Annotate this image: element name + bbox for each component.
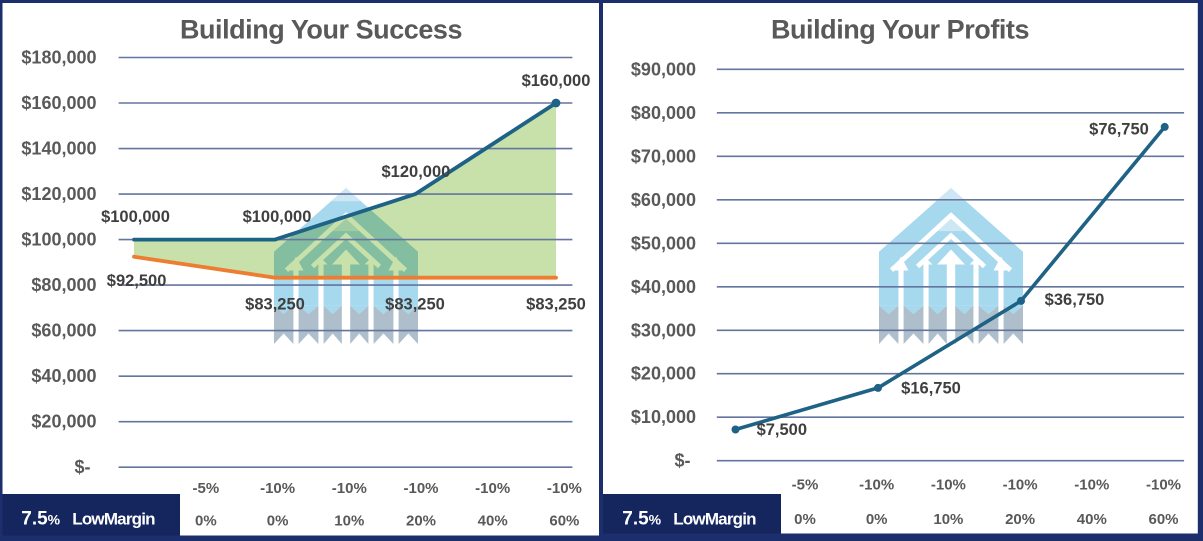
svg-text:$100,000: $100,000 <box>101 208 170 226</box>
svg-text:$20,000: $20,000 <box>31 412 96 432</box>
svg-text:0%: 0% <box>794 511 816 528</box>
svg-text:-5%: -5% <box>792 476 819 493</box>
svg-text:40%: 40% <box>478 513 508 530</box>
svg-text:7.5%: 7.5% <box>622 509 661 530</box>
svg-text:$83,250: $83,250 <box>526 295 586 313</box>
svg-text:40%: 40% <box>1077 511 1107 528</box>
svg-text:-10%: -10% <box>547 480 582 497</box>
svg-text:60%: 60% <box>1148 511 1178 528</box>
svg-text:-5%: -5% <box>193 480 220 497</box>
svg-text:-10%: -10% <box>931 476 966 493</box>
svg-text:$50,000: $50,000 <box>631 233 696 253</box>
svg-text:$10,000: $10,000 <box>631 407 696 427</box>
svg-text:$70,000: $70,000 <box>631 146 696 166</box>
svg-text:$16,750: $16,750 <box>901 380 961 398</box>
svg-text:$40,000: $40,000 <box>31 366 96 386</box>
svg-text:60%: 60% <box>549 513 579 530</box>
svg-text:-10%: -10% <box>260 480 295 497</box>
svg-text:$7,500: $7,500 <box>757 421 807 439</box>
svg-text:-10%: -10% <box>859 476 894 493</box>
svg-text:$92,500: $92,500 <box>107 272 167 290</box>
svg-text:Building Your Success: Building Your Success <box>180 14 462 44</box>
svg-text:-10%: -10% <box>1003 476 1038 493</box>
svg-text:$120,000: $120,000 <box>381 163 450 181</box>
svg-text:$40,000: $40,000 <box>631 277 696 297</box>
svg-text:7.5%: 7.5% <box>21 509 60 530</box>
svg-text:$140,000: $140,000 <box>21 139 96 159</box>
svg-text:20%: 20% <box>1005 511 1035 528</box>
svg-text:0%: 0% <box>195 513 217 530</box>
svg-text:-10%: -10% <box>1146 476 1181 493</box>
svg-text:$60,000: $60,000 <box>31 321 96 341</box>
svg-text:LowMargin: LowMargin <box>72 510 155 529</box>
svg-text:$80,000: $80,000 <box>631 103 696 123</box>
svg-text:$-: $- <box>674 451 690 471</box>
svg-text:$76,750: $76,750 <box>1089 121 1149 139</box>
svg-text:20%: 20% <box>406 513 436 530</box>
svg-text:$120,000: $120,000 <box>21 184 96 204</box>
svg-text:$36,750: $36,750 <box>1045 291 1105 309</box>
svg-text:0%: 0% <box>866 511 888 528</box>
svg-text:$100,000: $100,000 <box>21 230 96 250</box>
svg-text:10%: 10% <box>933 511 963 528</box>
svg-text:$83,250: $83,250 <box>245 295 305 313</box>
svg-text:LowMargin: LowMargin <box>673 510 756 529</box>
svg-text:-10%: -10% <box>1074 476 1109 493</box>
svg-text:$160,000: $160,000 <box>522 72 591 90</box>
svg-text:$20,000: $20,000 <box>631 364 696 384</box>
svg-text:$60,000: $60,000 <box>631 190 696 210</box>
svg-text:Building Your Profits: Building Your Profits <box>771 14 1029 44</box>
svg-text:$-: $- <box>74 457 90 477</box>
svg-text:-10%: -10% <box>332 480 367 497</box>
svg-text:$83,250: $83,250 <box>385 295 445 313</box>
svg-text:$100,000: $100,000 <box>243 208 312 226</box>
svg-text:$30,000: $30,000 <box>631 320 696 340</box>
svg-text:-10%: -10% <box>403 480 438 497</box>
svg-text:$90,000: $90,000 <box>631 59 696 79</box>
svg-text:$80,000: $80,000 <box>31 275 96 295</box>
svg-text:10%: 10% <box>334 513 364 530</box>
svg-text:0%: 0% <box>267 513 289 530</box>
svg-text:-10%: -10% <box>475 480 510 497</box>
svg-text:$160,000: $160,000 <box>21 93 96 113</box>
svg-text:$180,000: $180,000 <box>21 48 96 68</box>
